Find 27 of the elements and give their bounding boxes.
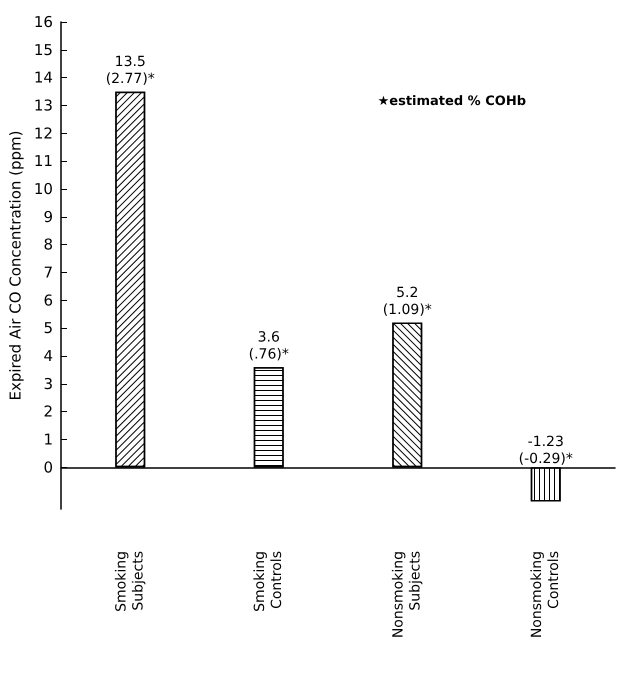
data-label: 13.5 (2.77)*	[106, 54, 155, 88]
annotation: ★estimated % COHb	[378, 94, 526, 109]
y-axis-title: Expired Air CO Concentration (ppm)	[6, 130, 24, 401]
y-tick-label: 0	[43, 458, 53, 476]
y-tick-label: 9	[43, 208, 53, 226]
y-tick-label: 1	[43, 430, 53, 448]
y-tick-label: 3	[43, 374, 53, 393]
y-tick-label: 8	[43, 236, 53, 254]
data-label: 3.6 (.76)*	[248, 330, 289, 363]
y-tick-label: 13	[34, 96, 53, 114]
y-tick-label: 11	[34, 152, 53, 170]
x-tick-label: Nonsmoking Controls	[529, 551, 562, 638]
x-tick-label: Smoking Controls	[252, 551, 286, 612]
x-tick-label: Smoking Subjects	[114, 551, 147, 612]
y-tick-label: 10	[34, 180, 53, 198]
y-tick-label: 16	[34, 13, 53, 31]
y-tick-label: 14	[34, 68, 53, 87]
y-tick-label: 5	[43, 319, 53, 338]
y-tick-label: 6	[43, 291, 53, 310]
y-tick-label: 7	[43, 263, 53, 282]
y-tick-label: 15	[34, 40, 53, 59]
y-tick-label: 2	[43, 402, 53, 421]
x-tick-label: Nonsmoking Subjects	[390, 551, 424, 638]
y-tick-label: 12	[34, 124, 53, 142]
y-tick-label: 4	[43, 346, 53, 365]
data-label: 5.2 (1.09)*	[382, 285, 432, 318]
data-label: -1.23 (-0.29)*	[518, 434, 573, 467]
